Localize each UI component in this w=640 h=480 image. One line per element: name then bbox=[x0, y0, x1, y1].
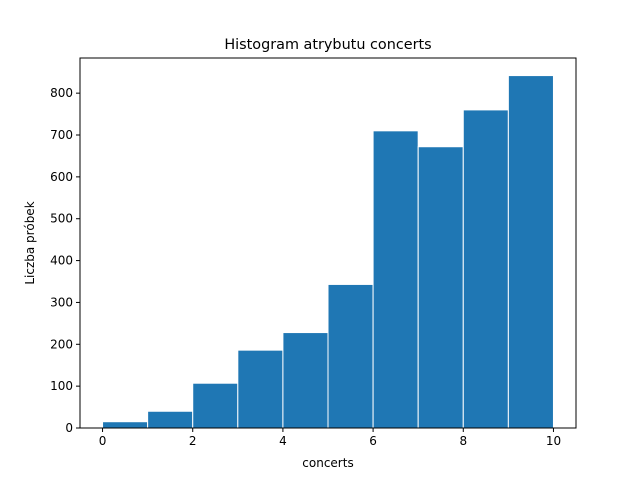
x-tick-label: 10 bbox=[546, 434, 561, 448]
y-tick-label: 300 bbox=[50, 295, 73, 309]
bars-group bbox=[102, 75, 554, 429]
histogram-bar bbox=[507, 75, 554, 429]
histogram-bar bbox=[282, 332, 329, 429]
y-tick-label: 0 bbox=[65, 421, 73, 435]
plot-frame bbox=[79, 57, 577, 429]
y-tick-label: 200 bbox=[50, 337, 73, 351]
histogram-bar bbox=[147, 410, 194, 429]
y-ticks-group: 0 100 200 300 400 500 600 700 800 bbox=[50, 86, 80, 435]
x-tick-label: 4 bbox=[279, 434, 287, 448]
x-tick-label: 0 bbox=[99, 434, 107, 448]
histogram-bar bbox=[417, 146, 464, 429]
y-tick-label: 800 bbox=[50, 86, 73, 100]
y-tick-label: 700 bbox=[50, 128, 73, 142]
x-tick-label: 8 bbox=[459, 434, 467, 448]
histogram-bar bbox=[102, 421, 149, 429]
x-tick-label: 6 bbox=[369, 434, 377, 448]
histogram-bar bbox=[192, 382, 239, 429]
x-ticks-group: 0 2 4 6 8 10 bbox=[99, 428, 561, 448]
y-axis-label: Liczba próbek bbox=[23, 201, 37, 284]
chart-title: Histogram atrybutu concerts bbox=[224, 37, 431, 53]
histogram-bar bbox=[237, 349, 284, 429]
y-tick-label: 500 bbox=[50, 212, 73, 226]
x-tick-label: 2 bbox=[189, 434, 197, 448]
histogram-bar bbox=[327, 283, 374, 429]
x-axis-label: concerts bbox=[302, 456, 353, 470]
y-tick-label: 100 bbox=[50, 379, 73, 393]
y-tick-label: 600 bbox=[50, 170, 73, 184]
y-tick-label: 400 bbox=[50, 254, 73, 268]
histogram-bar bbox=[462, 109, 509, 429]
histogram-bar bbox=[372, 130, 419, 429]
